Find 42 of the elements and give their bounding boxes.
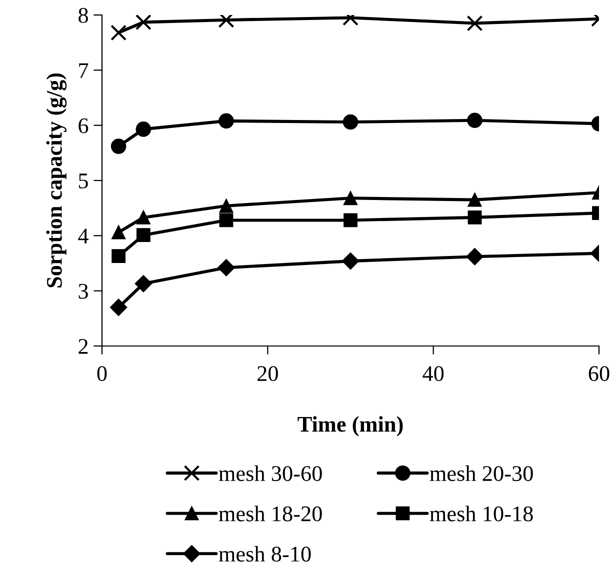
- point: [466, 248, 484, 266]
- point: [344, 213, 358, 228]
- y-tick-label: 7: [79, 63, 88, 78]
- x-tick-label: 40: [422, 366, 444, 382]
- y-axis-title: Sorption capacity (g/g): [46, 73, 67, 288]
- point: [136, 122, 152, 137]
- legend-label: mesh 8-10: [218, 546, 311, 562]
- y-tick-label: 5: [78, 174, 88, 188]
- point: [218, 259, 235, 276]
- legend-label: mesh 20-30: [430, 465, 533, 482]
- y-tick-label: 2: [78, 338, 88, 354]
- legend-label: mesh 10-18: [430, 506, 533, 522]
- legend-label: mesh 18-20: [218, 506, 322, 522]
- x-axis-title: Time (min): [298, 416, 403, 436]
- point: [110, 298, 128, 316]
- point: [342, 252, 360, 270]
- y-tick-label: 3: [78, 284, 88, 299]
- point: [136, 210, 150, 224]
- point: [466, 15, 483, 32]
- point: [218, 113, 234, 129]
- point: [218, 15, 234, 28]
- point: [468, 192, 482, 207]
- point: [112, 225, 126, 240]
- point: [467, 112, 482, 128]
- x-tick-label: 20: [258, 366, 278, 382]
- point: [344, 191, 358, 206]
- point: [110, 138, 126, 154]
- x-tick-label: 60: [588, 366, 610, 382]
- x-tick-label: 0: [97, 366, 107, 382]
- point: [136, 228, 150, 242]
- point: [135, 15, 152, 30]
- y-tick-label: 4: [78, 228, 88, 244]
- point: [219, 213, 234, 228]
- point: [112, 249, 126, 264]
- legend-label: mesh 30-60: [218, 465, 322, 482]
- y-tick-label: 8: [78, 8, 88, 23]
- point: [342, 114, 358, 130]
- y-tick-label: 6: [78, 118, 88, 134]
- point: [110, 24, 127, 41]
- point: [219, 198, 234, 213]
- point: [468, 210, 482, 224]
- point: [134, 275, 152, 292]
